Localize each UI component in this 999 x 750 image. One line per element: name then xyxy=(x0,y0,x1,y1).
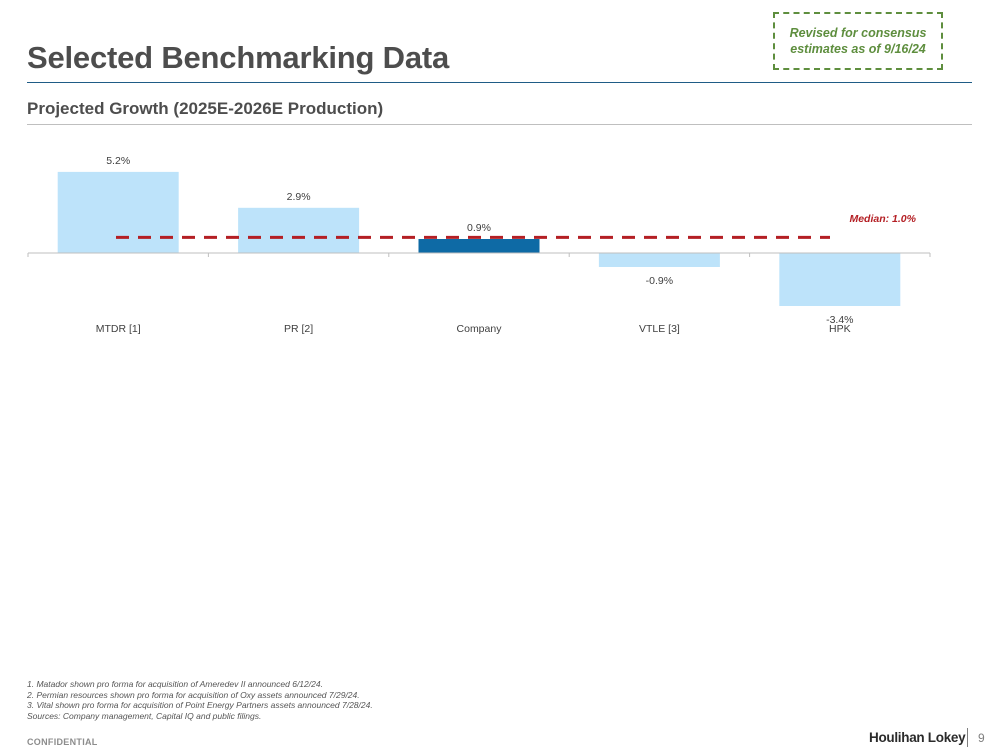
category-label: PR [2] xyxy=(284,323,313,335)
bar-vtle-3 xyxy=(598,253,720,267)
data-label: 0.9% xyxy=(467,222,491,234)
footnote-1: 1. Matador shown pro forma for acquisiti… xyxy=(27,679,323,689)
data-label: 2.9% xyxy=(287,191,311,203)
bar-mtdr-1 xyxy=(57,171,179,253)
category-label: VTLE [3] xyxy=(639,323,680,335)
revised-note-box: Revised for consensus estimates as of 9/… xyxy=(773,12,943,70)
growth-bar-chart: 5.2% 2.9% 0.9% -0.9% -3.4% MTDR [1] PR [2] Comp… xyxy=(27,155,931,335)
data-label: 5.2% xyxy=(106,155,130,167)
footer-separator xyxy=(967,728,968,747)
page-title: Selected Benchmarking Data xyxy=(27,40,450,75)
bar-pr-2 xyxy=(238,207,360,253)
confidential-label: CONFIDENTIAL xyxy=(27,737,98,747)
title-divider xyxy=(27,82,972,83)
data-label: -3.4% xyxy=(826,314,853,326)
revised-note-text: Revised for consensus estimates as of 9/… xyxy=(789,26,927,56)
data-label: -0.9% xyxy=(646,275,673,287)
footnote-3: 3. Vital shown pro forma for acquisition… xyxy=(27,700,373,710)
footnotes: 1. Matador shown pro forma for acquisiti… xyxy=(27,679,373,721)
subtitle-divider xyxy=(27,124,972,125)
median-label: Median: 1.0% xyxy=(849,213,916,225)
footnote-2: 2. Permian resources shown pro forma for… xyxy=(27,689,360,700)
page-number: 9 xyxy=(978,731,985,745)
footnote-sources: Sources: Company management, Capital IQ … xyxy=(27,710,262,721)
category-label: Company xyxy=(457,323,503,335)
category-label: HPK xyxy=(829,323,851,335)
bar-hpk xyxy=(779,253,901,306)
bar-company xyxy=(418,239,540,253)
chart-subtitle: Projected Growth (2025E-2026E Production… xyxy=(27,99,384,118)
brand-logo: Houlihan Lokey xyxy=(869,730,966,745)
category-label: MTDR [1] xyxy=(96,323,141,335)
